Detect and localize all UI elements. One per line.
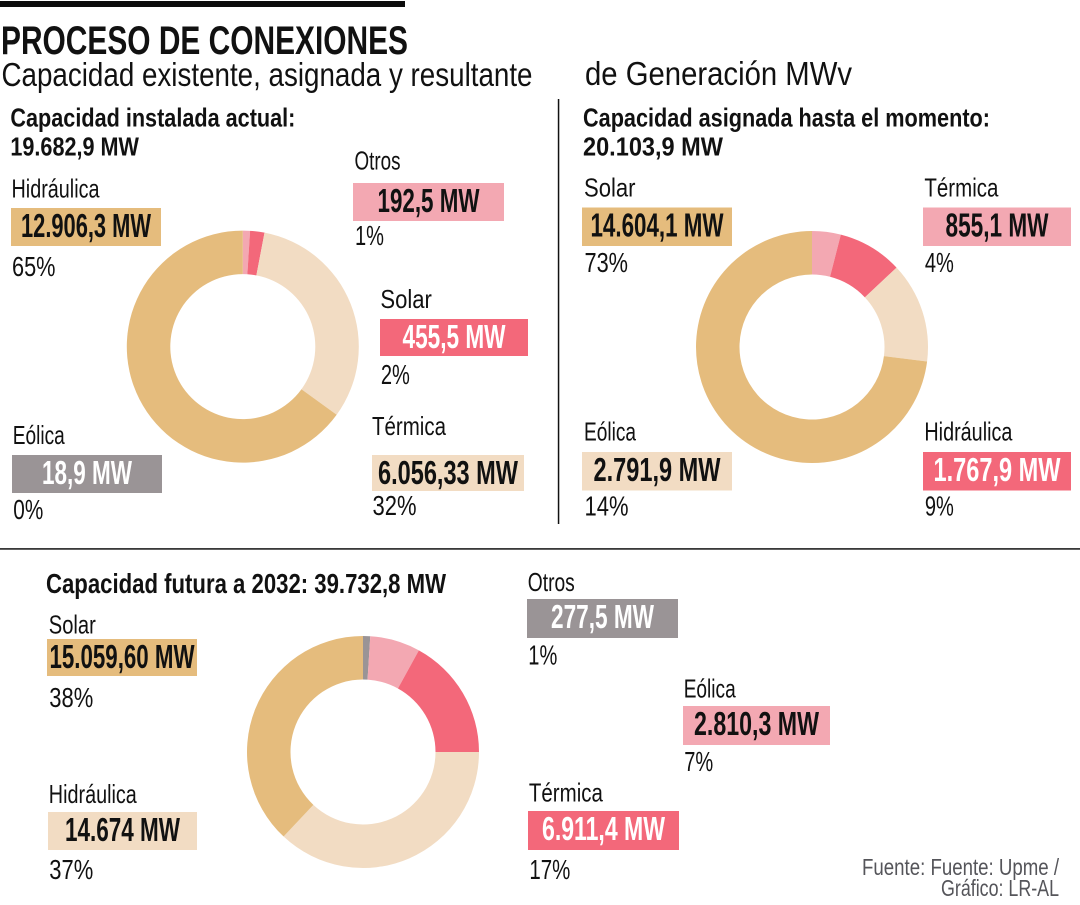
svg-text:9%: 9% — [925, 491, 954, 522]
svg-text:Otros: Otros — [355, 146, 401, 176]
svg-text:14.604,1 MW: 14.604,1 MW — [591, 207, 725, 244]
svg-text:6.056,33 MW: 6.056,33 MW — [378, 454, 519, 491]
svg-text:PROCESO DE CONEXIONES: PROCESO DE CONEXIONES — [1, 19, 408, 63]
svg-text:Solar: Solar — [380, 284, 432, 314]
svg-text:38%: 38% — [49, 682, 93, 713]
svg-text:Hidráulica: Hidráulica — [12, 174, 100, 204]
svg-text:1.767,9 MW: 1.767,9 MW — [934, 451, 1062, 488]
svg-text:Eólica: Eólica — [584, 417, 636, 447]
svg-text:Otros: Otros — [528, 567, 575, 597]
svg-text:Capacidad existente, asignada: Capacidad existente, asignada y resultan… — [2, 56, 533, 93]
svg-text:Térmica: Térmica — [372, 411, 446, 441]
svg-text:19.682,9 MW: 19.682,9 MW — [10, 132, 139, 162]
svg-text:18,9 MW: 18,9 MW — [42, 454, 133, 491]
svg-text:12.906,3 MW: 12.906,3 MW — [21, 207, 152, 244]
svg-text:455,5 MW: 455,5 MW — [403, 318, 507, 355]
svg-text:2%: 2% — [381, 359, 410, 390]
svg-text:37%: 37% — [49, 854, 93, 885]
svg-text:6.911,4 MW: 6.911,4 MW — [542, 810, 666, 847]
svg-text:192,5 MW: 192,5 MW — [378, 182, 481, 219]
svg-text:1%: 1% — [355, 220, 384, 251]
svg-text:Fuente: Fuente: Upme /: Fuente: Fuente: Upme / — [862, 854, 1059, 880]
svg-text:277,5 MW: 277,5 MW — [551, 598, 655, 635]
svg-text:Térmica: Térmica — [924, 173, 998, 203]
svg-text:Gráfico: LR-AL: Gráfico: LR-AL — [941, 875, 1059, 900]
svg-text:1%: 1% — [528, 640, 557, 671]
svg-text:Capacidad asignada hasta el mo: Capacidad asignada hasta el momento: — [583, 102, 990, 132]
svg-text:855,1 MW: 855,1 MW — [946, 207, 1050, 244]
svg-text:Hidráulica: Hidráulica — [49, 779, 137, 809]
svg-text:Térmica: Térmica — [529, 777, 603, 807]
svg-text:de Generación MWv: de Generación MWv — [585, 55, 852, 92]
svg-text:Eólica: Eólica — [684, 674, 736, 704]
svg-text:Eólica: Eólica — [13, 420, 65, 450]
svg-text:0%: 0% — [13, 494, 43, 525]
svg-text:65%: 65% — [12, 251, 56, 282]
svg-text:14.674 MW: 14.674 MW — [65, 811, 181, 848]
svg-text:20.103,9 MW: 20.103,9 MW — [583, 132, 723, 162]
svg-text:14%: 14% — [585, 491, 629, 522]
svg-text:2.791,9 MW: 2.791,9 MW — [594, 451, 722, 488]
svg-text:32%: 32% — [373, 490, 417, 521]
svg-text:73%: 73% — [585, 247, 629, 278]
svg-text:Solar: Solar — [49, 610, 96, 640]
svg-text:15.059,60 MW: 15.059,60 MW — [50, 638, 196, 675]
svg-text:Hidráulica: Hidráulica — [924, 417, 1012, 447]
svg-text:Capacidad instalada actual:: Capacidad instalada actual: — [10, 102, 295, 132]
svg-text:17%: 17% — [529, 854, 570, 885]
svg-text:Solar: Solar — [584, 173, 636, 203]
svg-text:Capacidad futura a 2032: 39.73: Capacidad futura a 2032: 39.732,8 MW — [46, 568, 446, 599]
svg-text:2.810,3 MW: 2.810,3 MW — [694, 705, 820, 742]
svg-text:4%: 4% — [925, 247, 954, 278]
svg-text:7%: 7% — [684, 746, 713, 777]
